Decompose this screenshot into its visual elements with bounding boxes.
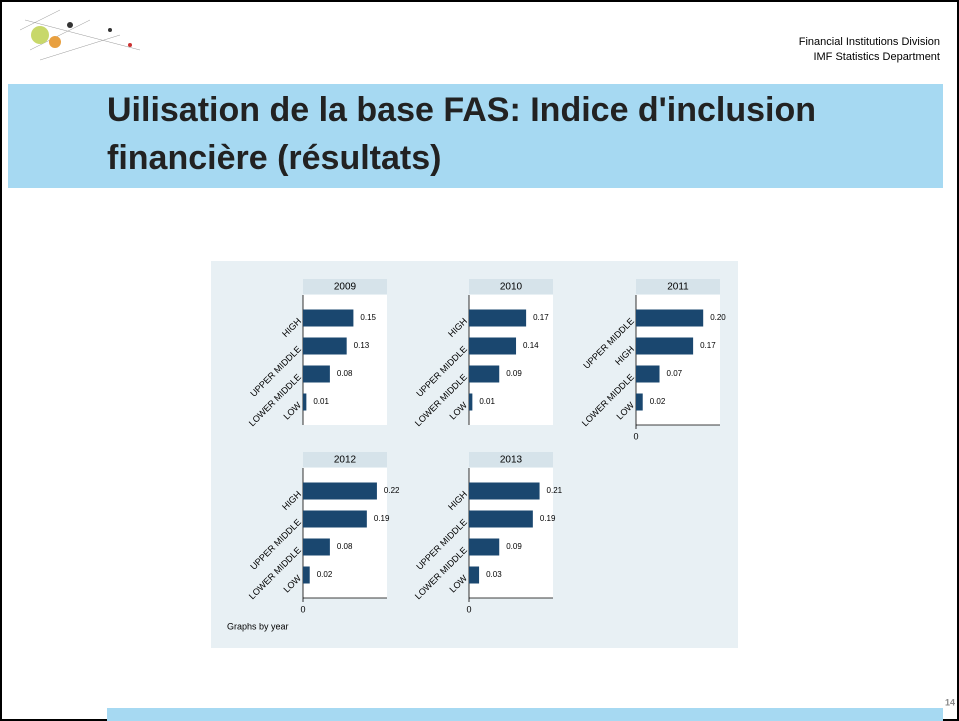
value-label: 0.01 bbox=[479, 397, 495, 406]
value-label: 0.02 bbox=[650, 397, 666, 406]
bar bbox=[469, 511, 533, 528]
bar bbox=[303, 567, 310, 584]
bar bbox=[303, 483, 377, 500]
value-label: 0.09 bbox=[506, 542, 522, 551]
panel-title: 2013 bbox=[500, 455, 523, 466]
bar bbox=[303, 539, 330, 556]
bar bbox=[469, 338, 516, 355]
value-label: 0.14 bbox=[523, 341, 539, 350]
bar bbox=[303, 366, 330, 383]
chart-note: Graphs by year bbox=[227, 621, 289, 631]
value-label: 0.01 bbox=[313, 397, 329, 406]
value-label: 0.17 bbox=[533, 313, 549, 322]
x-tick-label: 0 bbox=[466, 604, 471, 614]
value-label: 0.07 bbox=[667, 369, 683, 378]
bar bbox=[636, 366, 660, 383]
bar bbox=[303, 310, 353, 327]
value-label: 0.22 bbox=[384, 486, 400, 495]
value-label: 0.19 bbox=[540, 514, 556, 523]
bar bbox=[303, 394, 306, 411]
slide: Financial Institutions Division IMF Stat… bbox=[0, 0, 959, 721]
panel-title: 2011 bbox=[667, 282, 689, 293]
x-tick-label: 0 bbox=[300, 604, 305, 614]
panel-title: 2009 bbox=[334, 282, 357, 293]
bar bbox=[303, 511, 367, 528]
value-label: 0.08 bbox=[337, 542, 353, 551]
value-label: 0.17 bbox=[700, 341, 716, 350]
org-line: Financial Institutions Division bbox=[799, 36, 940, 48]
page-number: 14 bbox=[945, 697, 955, 707]
bar bbox=[303, 338, 347, 355]
footer-band bbox=[107, 708, 943, 721]
panel-title: 2012 bbox=[334, 455, 357, 466]
value-label: 0.02 bbox=[317, 570, 333, 579]
bar bbox=[469, 539, 499, 556]
slide-title: financière (résultats) bbox=[107, 139, 441, 177]
value-label: 0.21 bbox=[547, 486, 563, 495]
bar bbox=[636, 310, 703, 327]
bar bbox=[469, 310, 526, 327]
bar bbox=[469, 394, 472, 411]
value-label: 0.03 bbox=[486, 570, 502, 579]
value-label: 0.15 bbox=[360, 313, 376, 322]
bar bbox=[469, 483, 540, 500]
bar bbox=[469, 366, 499, 383]
value-label: 0.13 bbox=[354, 341, 370, 350]
x-tick-label: 0 bbox=[633, 431, 638, 441]
slide-title: Uilisation de la base FAS: Indice d'incl… bbox=[107, 91, 816, 129]
value-label: 0.20 bbox=[710, 313, 726, 322]
value-label: 0.09 bbox=[506, 369, 522, 378]
bar bbox=[469, 567, 479, 584]
bar bbox=[636, 394, 643, 411]
value-label: 0.08 bbox=[337, 369, 353, 378]
bar bbox=[636, 338, 693, 355]
panel-title: 2010 bbox=[500, 282, 523, 293]
org-line: IMF Statistics Department bbox=[813, 51, 940, 63]
value-label: 0.19 bbox=[374, 514, 390, 523]
